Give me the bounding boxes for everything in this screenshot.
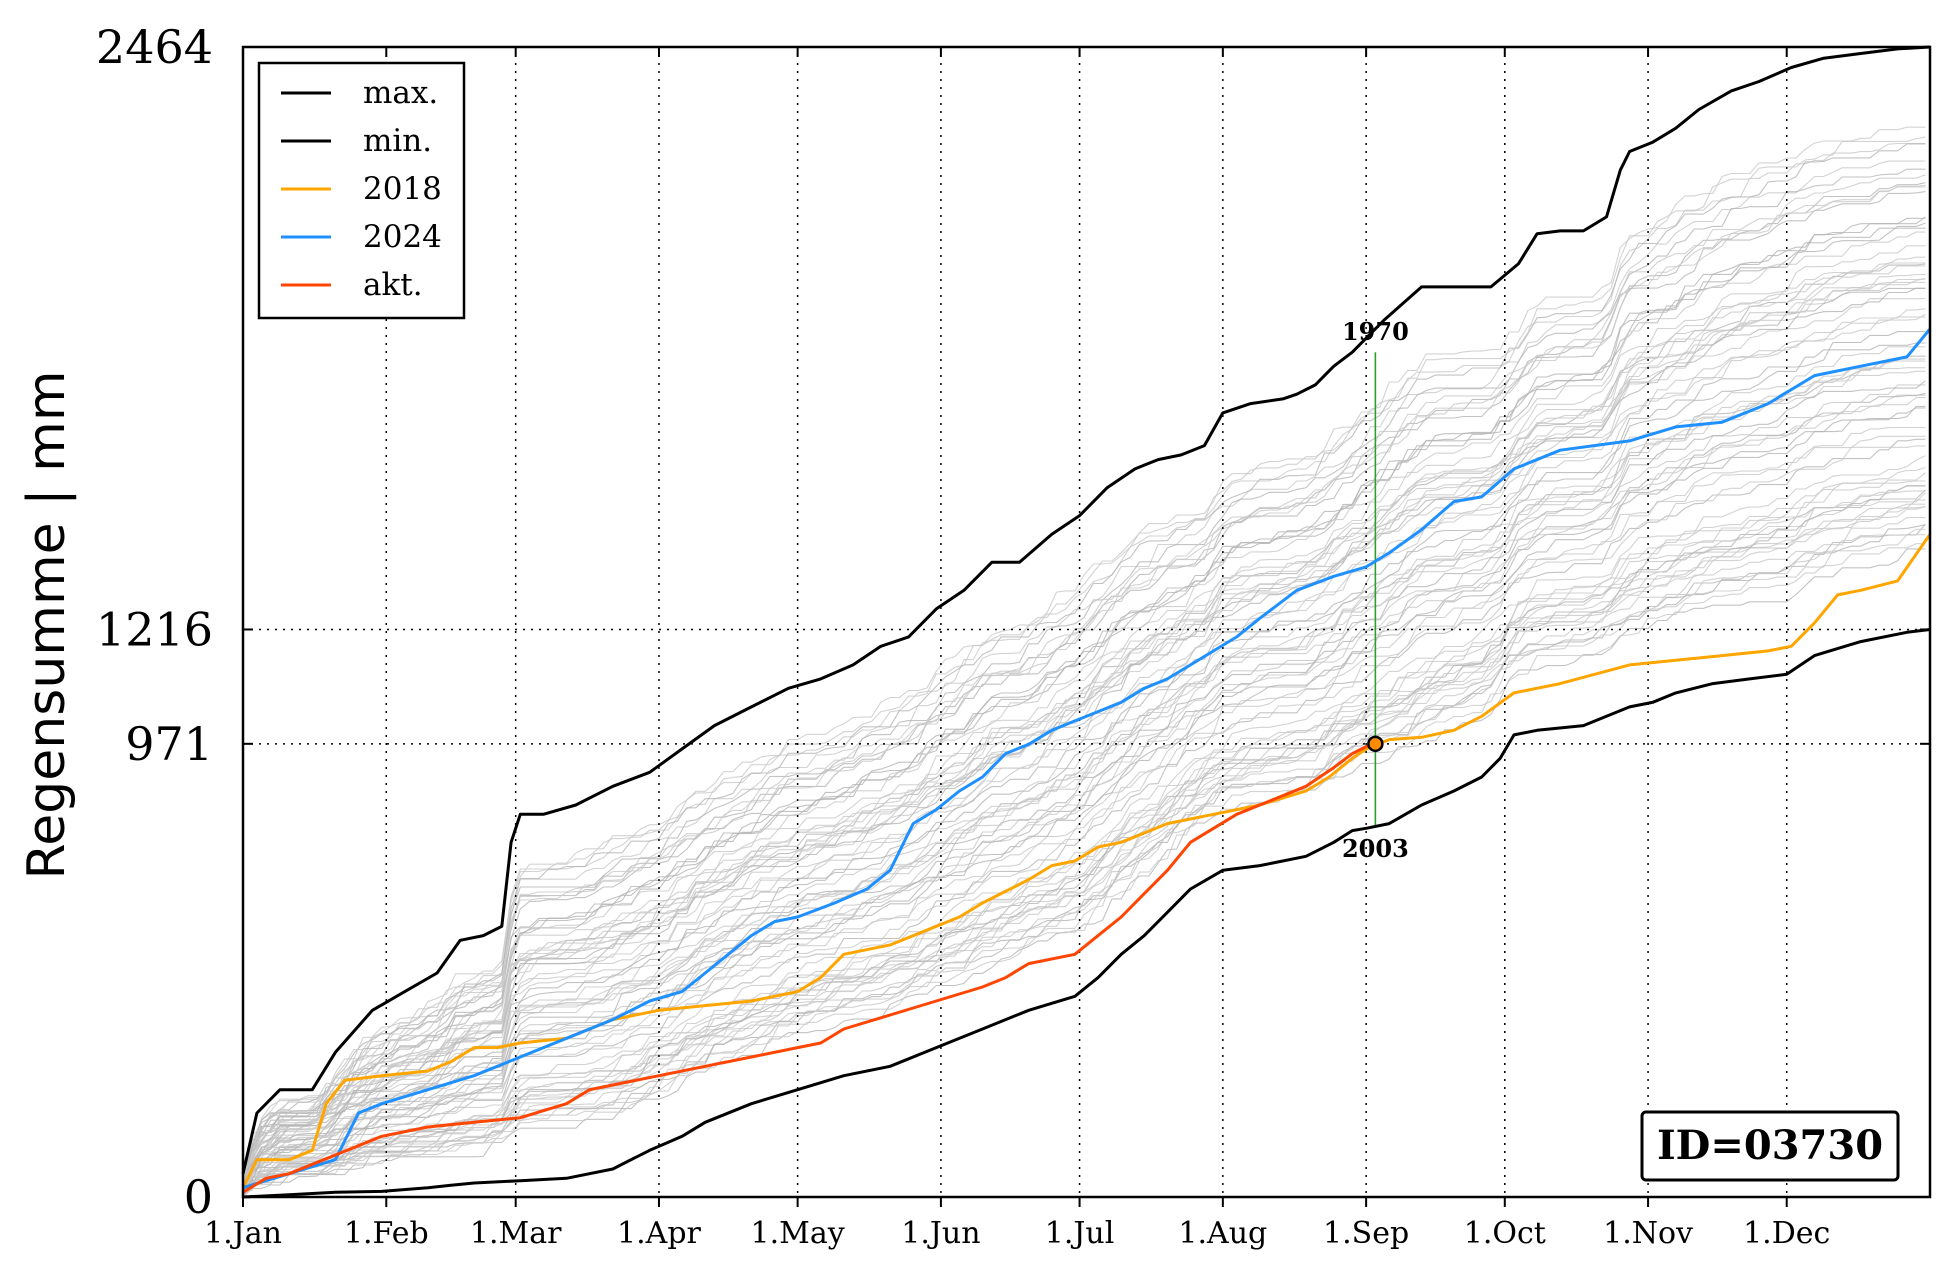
background-series-layer	[242, 126, 1926, 1198]
y-tick-label: 0	[184, 1170, 213, 1224]
background-year-line	[242, 472, 1926, 1196]
series-line-max	[241, 45, 1931, 1175]
background-year-line	[242, 355, 1926, 1184]
background-year-line	[242, 263, 1926, 1187]
background-year-line	[242, 367, 1926, 1188]
background-year-line	[242, 435, 1926, 1189]
background-year-line	[242, 384, 1926, 1185]
series-layer	[241, 45, 1932, 1199]
background-year-line	[242, 523, 1926, 1198]
series-line-2018	[241, 533, 1932, 1189]
x-tick-label: 1.Jun	[901, 1216, 980, 1251]
y-tick-label: 1216	[96, 602, 213, 656]
station-id-box	[1640, 1110, 1900, 1182]
background-year-line	[242, 455, 1926, 1192]
background-year-line	[242, 143, 1926, 1185]
background-year-line	[242, 380, 1926, 1196]
background-year-line	[242, 217, 1926, 1178]
background-year-line	[242, 407, 1926, 1193]
background-year-line	[242, 316, 1926, 1194]
background-year-line	[242, 534, 1926, 1190]
background-year-line	[242, 184, 1926, 1176]
background-year-line	[242, 308, 1926, 1188]
x-tick-label: 1.Feb	[344, 1216, 429, 1251]
background-year-line	[243, 490, 1926, 1188]
background-year-line	[242, 142, 1926, 1180]
background-year-line	[242, 342, 1926, 1193]
axes-layer: 0 971 1216 2464 1.Jan 1.Feb 1.Mar 1.Apr 1.May 1.J…	[96, 20, 1932, 1251]
x-tick-label: 1.Jan	[204, 1216, 282, 1251]
series-line-akt	[242, 742, 1376, 1194]
background-year-line	[242, 273, 1926, 1178]
current-value-point	[1367, 735, 1384, 753]
background-year-line	[242, 227, 1926, 1186]
background-year-line	[242, 168, 1926, 1176]
series-line-min	[242, 628, 1931, 1199]
x-tick-label: 1.May	[751, 1216, 845, 1251]
background-year-line	[242, 489, 1926, 1191]
background-year-line	[242, 245, 1926, 1185]
background-year-line	[242, 256, 1926, 1186]
background-year-line	[242, 466, 1926, 1198]
background-year-line	[242, 126, 1926, 1176]
annotation-min-year: 2003	[1342, 834, 1409, 863]
background-year-line	[242, 160, 1926, 1182]
background-year-line	[242, 543, 1926, 1198]
legend-label: min.	[363, 123, 432, 159]
background-year-line	[242, 231, 1926, 1180]
background-year-line	[242, 438, 1926, 1182]
x-tick-label: 1.Apr	[617, 1216, 701, 1251]
background-year-line	[242, 186, 1926, 1179]
y-tick-label: 2464	[96, 20, 213, 74]
background-year-line	[242, 360, 1926, 1180]
x-tick-label: 1.Jul	[1045, 1216, 1115, 1251]
legend-label: 2018	[363, 171, 442, 207]
y-tick-label: 971	[125, 717, 213, 771]
background-year-line	[242, 397, 1926, 1195]
background-year-line	[242, 370, 1926, 1196]
background-year-line	[242, 262, 1926, 1181]
series-line-2024	[242, 327, 1932, 1190]
x-tick-label: 1.Dec	[1743, 1216, 1830, 1251]
background-year-line	[242, 331, 1926, 1193]
x-tick-label: 1.Oct	[1464, 1216, 1546, 1251]
background-year-line	[242, 499, 1926, 1192]
background-year-line	[242, 358, 1926, 1195]
legend-label: 2024	[363, 219, 442, 255]
x-tick-label: 1.Mar	[470, 1216, 562, 1251]
background-year-line	[242, 136, 1926, 1187]
annotation-layer: 1970 2003	[1342, 317, 1409, 863]
background-year-line	[242, 517, 1926, 1190]
annotation-max-year: 1970	[1342, 317, 1409, 346]
background-year-line	[242, 506, 1926, 1196]
id-box: ID=03730	[1640, 1110, 1900, 1182]
x-tick-label: 1.Nov	[1603, 1216, 1693, 1251]
background-year-line	[242, 287, 1926, 1180]
station-id-label: ID=03730	[1657, 1122, 1883, 1169]
background-year-line	[242, 548, 1926, 1198]
background-year-line	[242, 524, 1926, 1198]
background-year-line	[242, 392, 1926, 1189]
background-year-line	[242, 287, 1926, 1178]
background-year-line	[242, 313, 1926, 1184]
background-year-line	[242, 346, 1926, 1181]
grid-layer	[243, 47, 1930, 1197]
legend: max. min. 2018 2024 akt.	[257, 61, 466, 320]
plot-frame	[241, 45, 1932, 1199]
y-axis-label: Regensumme | mm	[17, 371, 77, 880]
background-year-line	[242, 174, 1926, 1181]
x-tick-label: 1.Aug	[1178, 1216, 1267, 1251]
background-year-line	[242, 278, 1926, 1182]
background-year-line	[242, 281, 1926, 1178]
x-tick-label: 1.Sep	[1323, 1216, 1409, 1251]
legend-label: max.	[363, 75, 438, 111]
legend-label: akt.	[363, 267, 423, 303]
